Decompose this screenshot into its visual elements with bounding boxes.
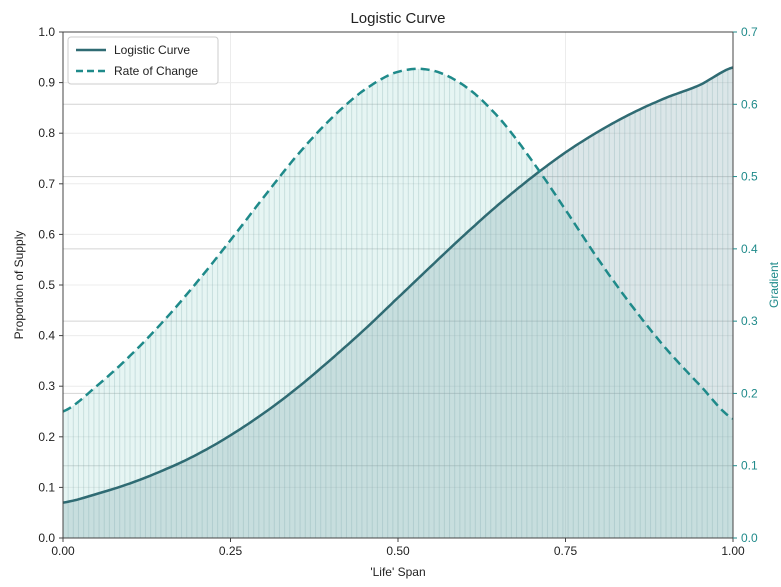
- y2-tick-label: 0.2: [741, 386, 758, 400]
- y-tick-label: 0.5: [38, 278, 55, 292]
- y-tick-label: 0.2: [38, 430, 55, 444]
- y-tick-label: 0.7: [38, 177, 55, 191]
- y-tick-label: 0.3: [38, 379, 55, 393]
- series-line-logistic-curve: [63, 66, 733, 504]
- x-axis-label: 'Life' Span: [370, 565, 425, 579]
- y2-tick-label: 0.4: [741, 242, 758, 256]
- y-axis-label: Proportion of Supply: [12, 231, 26, 340]
- x-tick-label: 1.00: [721, 544, 745, 558]
- legend: Logistic Curve Rate of Change: [67, 36, 219, 85]
- chart-title: Logistic Curve: [350, 10, 445, 27]
- y-tick-label: 0.9: [38, 76, 55, 90]
- y2-tick-label: 0.6: [741, 97, 758, 111]
- y2-tick-label: 0.7: [741, 25, 758, 39]
- y-tick-label: 0.4: [38, 329, 55, 343]
- legend-label-rate-of-change: Rate of Change: [114, 64, 198, 78]
- y2-axis-label: Gradient: [767, 261, 781, 308]
- y-tick-label: 0.6: [38, 227, 55, 241]
- x-tick-label: 0.50: [386, 544, 410, 558]
- area-fills: [63, 67, 733, 538]
- y-tick-label: 0.0: [38, 531, 55, 545]
- x-tick-label: 0.00: [51, 544, 75, 558]
- y-tick-label: 0.8: [38, 126, 55, 140]
- x-tick-label: 0.25: [219, 544, 243, 558]
- area-rate-of-change: [63, 68, 733, 538]
- x-axis-ticks: 0.00 0.25 0.50 0.75 1.00: [51, 538, 745, 558]
- legend-label-logistic-curve: Logistic Curve: [114, 43, 190, 57]
- y-axis-ticks: 0.0 0.1 0.2 0.3 0.4 0.5 0.6 0.7 0.8 0.9 1.0: [38, 25, 63, 545]
- series-lines: [63, 66, 733, 504]
- y2-tick-label: 0.0: [741, 531, 758, 545]
- series-line-rate-of-change: [63, 67, 733, 420]
- y2-tick-label: 0.1: [741, 459, 758, 473]
- area-logistic-curve: [63, 67, 733, 538]
- fill-hatching: [63, 67, 733, 538]
- y-tick-label: 0.1: [38, 480, 55, 494]
- y-tick-label: 1.0: [38, 25, 55, 39]
- y2-axis-ticks: 0.0 0.1 0.2 0.3 0.4 0.5 0.6 0.7: [733, 25, 758, 545]
- y2-tick-label: 0.5: [741, 170, 758, 184]
- x-tick-label: 0.75: [554, 544, 578, 558]
- y2-tick-label: 0.3: [741, 314, 758, 328]
- grid-lines: [62, 31, 734, 539]
